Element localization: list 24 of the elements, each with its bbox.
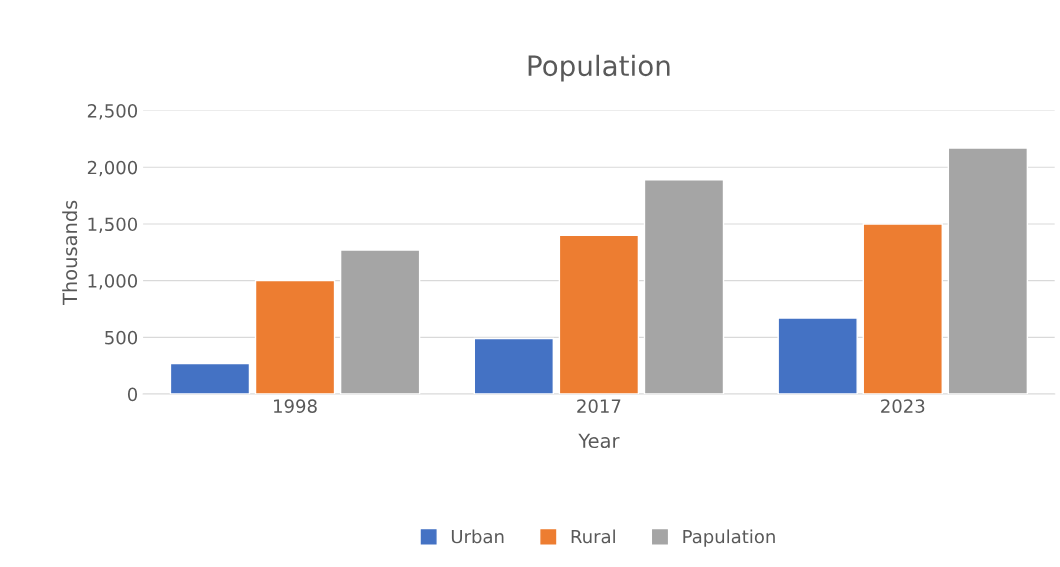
legend-label: Urban [451,529,504,544]
bar [339,249,421,395]
bar [947,147,1029,395]
y-tick-label: 2,500 [87,104,138,120]
chart-title: Population [528,54,670,82]
x-axis-title: Year [578,433,620,449]
bar [558,234,640,395]
x-tick-label: 2023 [881,399,925,413]
y-axis-title: Thousands [62,200,78,305]
bar [473,337,555,395]
bar [169,362,251,395]
x-tick-label: 1998 [274,399,317,413]
y-tick-label: 500 [105,330,138,345]
bar [254,279,336,395]
legend-label: Rural [571,529,615,544]
x-tick-label: 2017 [577,399,621,413]
bar [643,179,725,395]
y-tick-label: 1,500 [88,217,138,233]
bar [862,223,943,395]
bar [777,317,858,395]
y-tick-label: 1,000 [88,274,138,290]
legend-label: Papulation [683,529,775,547]
y-tick-label: 0 [127,387,138,402]
y-tick-label: 2,000 [87,160,138,177]
